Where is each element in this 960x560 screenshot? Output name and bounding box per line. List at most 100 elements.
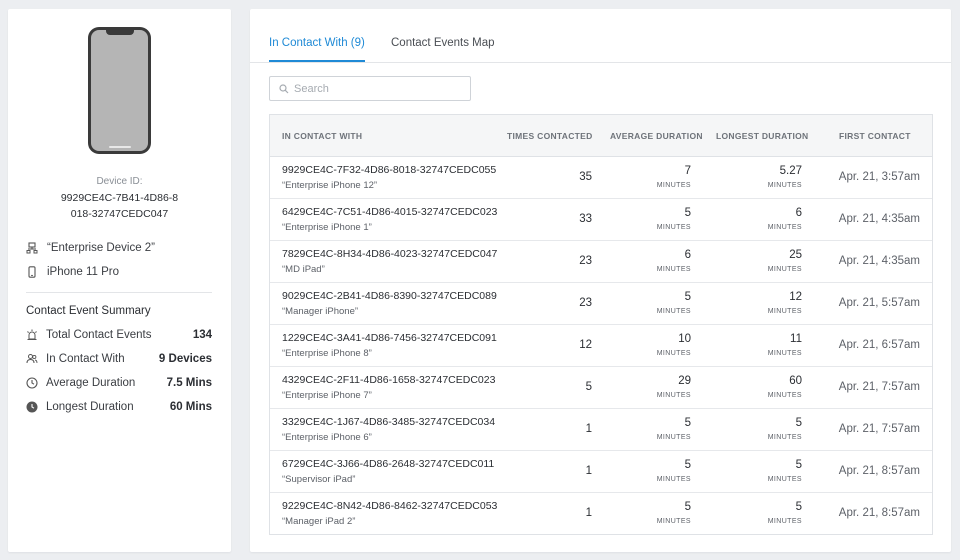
first-contact: Apr. 21, 5:57am — [838, 297, 920, 309]
table-row[interactable]: 1229CE4C-3A41-4D86-7456-32747CEDC091 “En… — [270, 325, 932, 367]
times-contacted: 35 — [579, 171, 592, 183]
tab-active-indicator — [269, 60, 365, 62]
device-model: iPhone 11 Pro — [47, 266, 120, 278]
table-row[interactable]: 4329CE4C-2F11-4D86-1658-32747CEDC023 “En… — [270, 367, 932, 409]
summary-label: Total Contact Events — [46, 329, 152, 341]
first-contact: Apr. 21, 4:35am — [838, 255, 920, 267]
times-contacted: 1 — [585, 507, 592, 519]
summary-value: 7.5 Mins — [166, 377, 212, 389]
contact-device-name: “Manager iPhone” — [282, 306, 359, 317]
longest-duration: 11 — [790, 333, 802, 345]
longest-duration-unit: Minutes — [767, 476, 802, 483]
average-duration-unit: Minutes — [656, 182, 691, 189]
device-panel: Device ID: 9929CE4C-7B41-4D86-8018-32747… — [8, 9, 231, 552]
average-duration: 5 — [684, 291, 691, 303]
summary-total-events: Total Contact Events 134 — [26, 327, 212, 343]
table-row[interactable]: 3329CE4C-1J67-4D86-3485-32747CEDC034 “En… — [270, 409, 932, 451]
average-duration-unit: Minutes — [656, 476, 691, 483]
contact-device-name: “Manager iPad 2” — [282, 516, 356, 527]
col-header-first-contact[interactable]: First Contact — [839, 131, 911, 141]
table-row[interactable]: 7829CE4C-8H34-4D86-4023-32747CEDC047 “MD… — [270, 241, 932, 283]
average-duration: 5 — [684, 501, 691, 513]
tab-in-contact-with[interactable]: In Contact With (9) — [269, 37, 365, 49]
times-contacted: 23 — [579, 255, 592, 267]
summary-value: 60 Mins — [169, 401, 212, 413]
search-input[interactable] — [294, 82, 464, 95]
device-id-label: Device ID: — [96, 176, 143, 187]
first-contact: Apr. 21, 6:57am — [838, 339, 920, 351]
col-header-times-contacted[interactable]: Times Contacted — [507, 131, 593, 141]
contacts-panel: In Contact With (9) Contact Events Map I… — [250, 9, 951, 552]
table-row[interactable]: 6729CE4C-3J66-4D86-2648-32747CEDC011 “Su… — [270, 451, 932, 493]
device-model-row: iPhone 11 Pro — [26, 264, 119, 280]
search-box[interactable] — [269, 76, 471, 101]
average-duration: 29 — [678, 375, 691, 387]
longest-duration: 6 — [795, 207, 802, 219]
first-contact: Apr. 21, 7:57am — [838, 423, 920, 435]
average-duration-unit: Minutes — [656, 434, 691, 441]
longest-duration-unit: Minutes — [767, 434, 802, 441]
table-row[interactable]: 9029CE4C-2B41-4D86-8390-32747CEDC089 “Ma… — [270, 283, 932, 325]
contact-device-id: 6429CE4C-7C51-4D86-4015-32747CEDC023 — [282, 206, 498, 218]
longest-duration-unit: Minutes — [767, 392, 802, 399]
longest-duration-unit: Minutes — [767, 308, 802, 315]
contact-device-name: “Supervisor iPad” — [282, 474, 356, 485]
summary-label: Average Duration — [46, 377, 136, 389]
average-duration-unit: Minutes — [656, 350, 691, 357]
longest-duration-unit: Minutes — [767, 182, 802, 189]
col-header-average-duration[interactable]: Average Duration — [610, 131, 703, 141]
average-duration: 5 — [684, 207, 691, 219]
longest-duration: 5 — [795, 417, 802, 429]
times-contacted: 5 — [585, 381, 592, 393]
times-contacted: 23 — [579, 297, 592, 309]
col-header-in-contact-with[interactable]: In Contact With — [282, 131, 363, 141]
clock-filled-icon — [26, 401, 38, 413]
average-duration: 10 — [678, 333, 691, 345]
average-duration-unit: Minutes — [656, 224, 691, 231]
network-icon — [26, 242, 38, 254]
contact-device-id: 1229CE4C-3A41-4D86-7456-32747CEDC091 — [282, 332, 497, 344]
summary-in-contact: In Contact With 9 Devices — [26, 351, 212, 367]
average-duration-unit: Minutes — [656, 266, 691, 273]
first-contact: Apr. 21, 3:57am — [838, 171, 920, 183]
first-contact: Apr. 21, 4:35am — [838, 213, 920, 225]
tab-contact-events-map[interactable]: Contact Events Map — [391, 37, 495, 49]
phone-image — [88, 27, 151, 154]
divider — [26, 292, 212, 293]
contacts-table: In Contact With Times Contacted Average … — [269, 114, 933, 535]
contact-device-name: “Enterprise iPhone 7” — [282, 390, 372, 401]
longest-duration-unit: Minutes — [767, 518, 802, 525]
device-id-value: 9929CE4C-7B41-4D86-8018-32747CEDC047 — [60, 192, 179, 220]
device-name-row: “Enterprise Device 2” — [26, 240, 155, 256]
contact-device-id: 9929CE4C-7F32-4D86-8018-32747CEDC055 — [282, 164, 497, 176]
longest-duration-unit: Minutes — [767, 266, 802, 273]
contact-device-id: 4329CE4C-2F11-4D86-1658-32747CEDC023 — [282, 374, 496, 386]
first-contact: Apr. 21, 8:57am — [838, 465, 920, 477]
longest-duration: 5.27 — [779, 165, 802, 177]
average-duration-unit: Minutes — [656, 518, 691, 525]
longest-duration-unit: Minutes — [767, 224, 802, 231]
average-duration-unit: Minutes — [656, 392, 691, 399]
summary-longest-duration: Longest Duration 60 Mins — [26, 399, 212, 415]
contact-device-name: “Enterprise iPhone 8” — [282, 348, 372, 359]
summary-avg-duration: Average Duration 7.5 Mins — [26, 375, 212, 391]
contact-device-id: 6729CE4C-3J66-4D86-2648-32747CEDC011 — [282, 458, 495, 470]
table-row[interactable]: 9929CE4C-7F32-4D86-8018-32747CEDC055 “En… — [270, 157, 932, 199]
summary-label: Longest Duration — [46, 401, 134, 413]
tab-bar: In Contact With (9) Contact Events Map — [250, 9, 951, 63]
first-contact: Apr. 21, 8:57am — [838, 507, 920, 519]
table-row[interactable]: 9229CE4C-8N42-4D86-8462-32747CEDC053 “Ma… — [270, 493, 932, 535]
average-duration-unit: Minutes — [656, 308, 691, 315]
longest-duration-unit: Minutes — [767, 350, 802, 357]
times-contacted: 33 — [579, 213, 592, 225]
average-duration: 5 — [684, 459, 691, 471]
summary-value: 134 — [192, 329, 212, 341]
average-duration: 7 — [684, 165, 691, 177]
contact-device-id: 9029CE4C-2B41-4D86-8390-32747CEDC089 — [282, 290, 497, 302]
times-contacted: 1 — [585, 465, 592, 477]
longest-duration: 25 — [789, 249, 802, 261]
alarm-icon — [26, 329, 38, 341]
col-header-longest-duration[interactable]: Longest Duration — [716, 131, 809, 141]
table-row[interactable]: 6429CE4C-7C51-4D86-4015-32747CEDC023 “En… — [270, 199, 932, 241]
average-duration: 6 — [684, 249, 691, 261]
